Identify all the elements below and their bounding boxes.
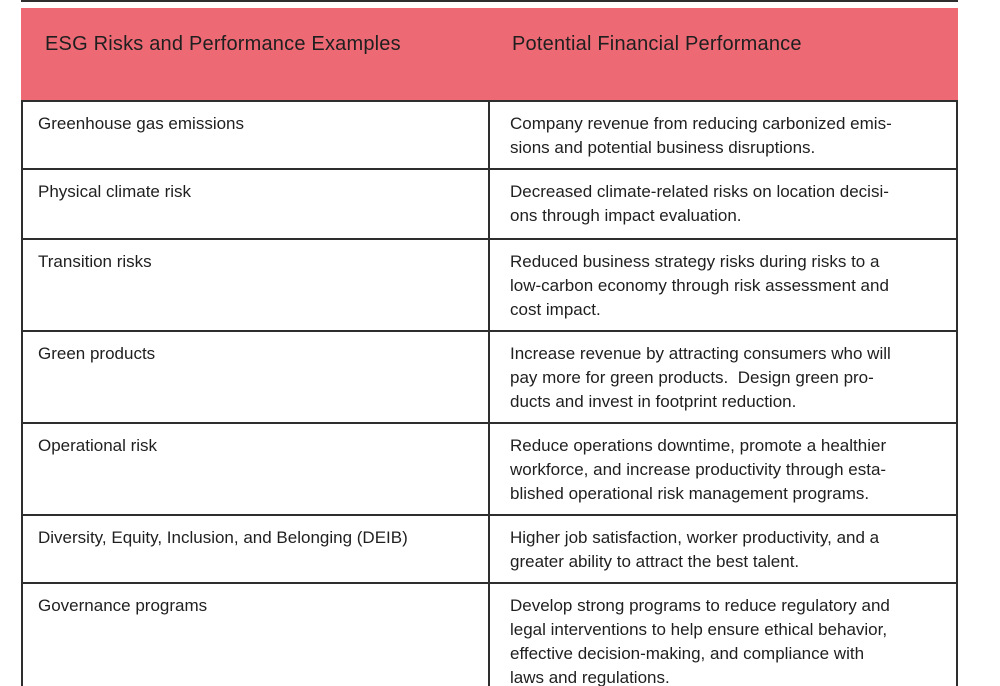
header-esg-risks: ESG Risks and Performance Examples (45, 33, 401, 55)
header-financial-performance: Potential Financial Performance (512, 33, 802, 55)
performance-cell: Company revenue from reducing carbonized… (510, 114, 892, 157)
risk-cell: Transition risks (23, 240, 490, 330)
performance-cell: Increase revenue by attracting consumers… (510, 344, 891, 411)
table-row: Governance programs Develop strong progr… (23, 584, 956, 686)
risk-cell: Diversity, Equity, Inclusion, and Belong… (23, 516, 490, 582)
performance-cell: Higher job satisfaction, worker producti… (510, 528, 880, 571)
performance-cell: Develop strong programs to reduce regula… (510, 596, 890, 686)
performance-cell: Reduce operations downtime, promote a he… (510, 436, 887, 503)
risk-cell: Greenhouse gas emissions (23, 102, 490, 168)
performance-cell: Reduced business strategy risks during r… (510, 252, 889, 319)
risk-cell: Governance programs (23, 584, 490, 686)
table-row: Operational risk Reduce operations downt… (23, 424, 956, 516)
risk-cell: Green products (23, 332, 490, 422)
esg-risks-table: ESG Risks and Performance Examples Poten… (21, 8, 958, 686)
table-body: Greenhouse gas emissions Company revenue… (21, 100, 958, 686)
table-row: Green products Increase revenue by attra… (23, 332, 956, 424)
top-rule (21, 0, 958, 2)
table-row: Physical climate risk Decreased climate-… (23, 170, 956, 240)
performance-cell: Decreased climate-related risks on locat… (510, 182, 889, 225)
risk-cell: Operational risk (23, 424, 490, 514)
table-header: ESG Risks and Performance Examples Poten… (21, 8, 958, 100)
table-row: Transition risks Reduced business strate… (23, 240, 956, 332)
table-row: Greenhouse gas emissions Company revenue… (23, 102, 956, 170)
risk-cell: Physical climate risk (23, 170, 490, 238)
table-row: Diversity, Equity, Inclusion, and Belong… (23, 516, 956, 584)
